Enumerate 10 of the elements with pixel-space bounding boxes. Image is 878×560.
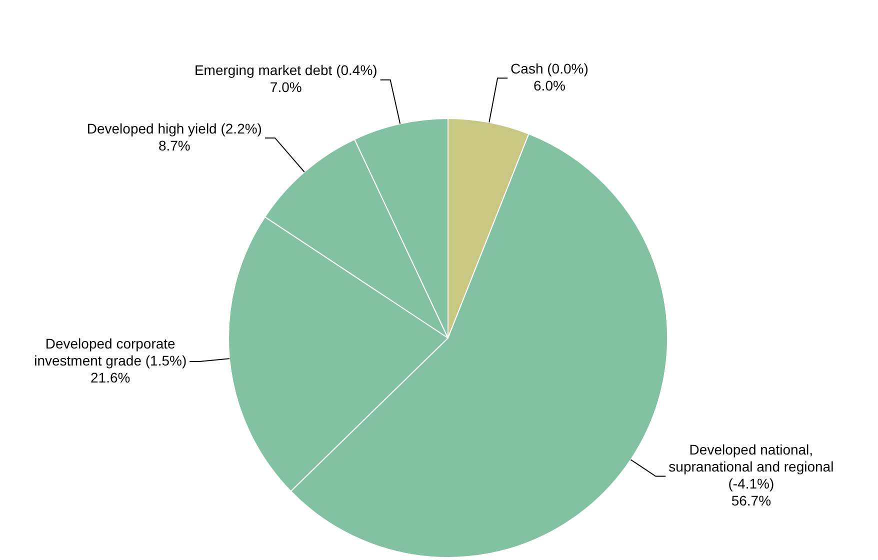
- data-label: 7.0%: [270, 79, 302, 96]
- slice-label: Developed corporate investment grade (1.5%): [34, 335, 187, 368]
- data-label: 56.7%: [731, 492, 772, 509]
- data-label: 21.6%: [90, 369, 130, 386]
- slice-label: Developed national, supranational and regional (-4.1%): [668, 442, 834, 492]
- slice-label: Developed high yield (2.2%): [86, 120, 262, 136]
- slice-label: Cash (0.0%): [510, 60, 588, 77]
- data-label: 6.0%: [534, 78, 566, 94]
- data-label: 8.7%: [158, 137, 190, 154]
- slice-label: Emerging market debt (0.4%): [194, 62, 378, 78]
